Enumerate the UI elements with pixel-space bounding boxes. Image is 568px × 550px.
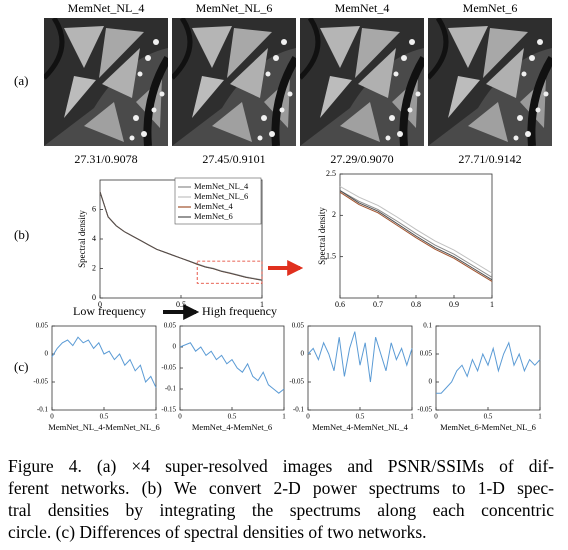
y-tick-label: 0 xyxy=(45,350,49,358)
image-title: MemNet_4 xyxy=(335,1,390,15)
caption-line: circle. (c) Differences of spectral dens… xyxy=(8,522,427,542)
x-tick-label: 0 xyxy=(178,413,182,421)
y-tick-label: 0 xyxy=(301,350,305,358)
plot-frame xyxy=(51,325,157,411)
y-tick-label: 2.5 xyxy=(326,169,336,178)
y-tick-label: 0.1 xyxy=(423,322,432,330)
y-tick-label: 1.5 xyxy=(326,251,336,260)
x-tick-label: 1 xyxy=(490,300,494,309)
caption-line: Figure 4. (a) ×4 super-resolved images a… xyxy=(8,456,554,476)
image-title: MemNet_6 xyxy=(463,1,518,15)
x-tick-label: 1 xyxy=(282,413,286,421)
x-axis-label: MemNet_6-MemNet_NL_6 xyxy=(440,422,536,432)
legend-box xyxy=(174,177,262,225)
image-score: 27.71/0.9142 xyxy=(458,152,521,166)
x-axis-label: MemNet_4-MemNet_NL_4 xyxy=(312,422,409,432)
x-tick-label: 0.5 xyxy=(100,413,109,421)
butterfly-image xyxy=(428,18,552,146)
series-line xyxy=(339,190,493,278)
legend-label: MemNet_NL_4 xyxy=(194,181,249,191)
x-tick-label: 0.5 xyxy=(356,413,365,421)
legend-label: MemNet_4 xyxy=(194,201,233,211)
y-tick-label: 0 xyxy=(173,343,177,351)
y-tick-label: 0 xyxy=(429,378,433,386)
plot-frame xyxy=(307,325,413,411)
y-tick-label: -0.15 xyxy=(161,406,176,414)
x-tick-label: 0.5 xyxy=(228,413,237,421)
high-frequency-label: High frequency xyxy=(202,304,277,318)
x-tick-label: 1 xyxy=(260,300,264,309)
y-tick-label: 2 xyxy=(332,210,336,219)
panel-label: (b) xyxy=(14,227,29,242)
y-tick-label: 0.05 xyxy=(164,322,177,330)
image-score: 27.45/0.9101 xyxy=(202,152,265,166)
x-tick-label: 0.5 xyxy=(176,300,186,309)
y-tick-label: 0 xyxy=(92,293,96,302)
image-score: 27.29/0.9070 xyxy=(330,152,393,166)
y-tick-label: -0.05 xyxy=(33,378,48,386)
y-axis-label: Spectral density xyxy=(77,210,87,268)
y-axis-label: Spectral density xyxy=(317,207,327,265)
y-tick-label: 0.05 xyxy=(420,350,433,358)
figure-graphics: (a) (b) (c) Low frequency High frequency… xyxy=(14,1,568,432)
plot-frame xyxy=(435,325,541,411)
y-tick-label: -0.1 xyxy=(165,385,177,393)
x-axis-label: MemNet_4-MemNet_6 xyxy=(192,422,272,432)
legend-label: MemNet_NL_6 xyxy=(194,191,248,201)
plot-frame xyxy=(179,325,285,411)
butterfly-image xyxy=(44,18,168,146)
series-line xyxy=(339,190,493,281)
y-tick-label: 2 xyxy=(92,263,96,272)
y-tick-label: -0.05 xyxy=(161,364,176,372)
series-line xyxy=(436,341,541,394)
x-tick-label: 0.8 xyxy=(411,300,421,309)
series-line xyxy=(339,185,493,274)
series-line xyxy=(179,342,285,394)
x-tick-label: 1 xyxy=(154,413,158,421)
panel-label: (a) xyxy=(14,73,28,88)
x-tick-label: 0.6 xyxy=(335,300,345,309)
x-axis-label: MemNet_NL_4-MemNet_NL_6 xyxy=(48,422,159,432)
y-tick-label: -0.05 xyxy=(417,406,432,414)
y-tick-label: 0.05 xyxy=(36,322,49,330)
y-tick-label: 4 xyxy=(92,234,96,243)
x-tick-label: 1 xyxy=(410,413,414,421)
series-line xyxy=(339,191,493,282)
butterfly-image xyxy=(172,18,296,146)
butterfly-image xyxy=(300,18,424,146)
y-tick-label: 0.05 xyxy=(292,322,305,330)
y-tick-label: -0.05 xyxy=(289,378,304,386)
series-line xyxy=(99,191,263,281)
image-title: MemNet_NL_6 xyxy=(196,1,273,15)
image-score: 27.31/0.9078 xyxy=(74,152,137,166)
x-tick-label: 0 xyxy=(306,413,310,421)
series-line xyxy=(307,331,413,383)
x-tick-label: 0.9 xyxy=(449,300,459,309)
legend-label: MemNet_6 xyxy=(194,211,233,221)
x-tick-label: 0.7 xyxy=(373,300,383,309)
x-tick-label: 1 xyxy=(538,413,542,421)
x-tick-label: 0 xyxy=(50,413,54,421)
caption-line: tral densities by integrating the spectr… xyxy=(8,500,554,520)
y-tick-label: -0.1 xyxy=(293,406,305,414)
zoom-region xyxy=(196,260,263,284)
x-tick-label: 0 xyxy=(98,300,102,309)
x-tick-label: 0 xyxy=(434,413,438,421)
panel-label: (c) xyxy=(14,359,28,374)
image-title: MemNet_NL_4 xyxy=(68,1,145,15)
caption-line: ferent networks. (b) We convert 2-D powe… xyxy=(8,478,554,498)
y-tick-label: 6 xyxy=(92,204,96,213)
series-line xyxy=(51,336,157,388)
x-tick-label: 0.5 xyxy=(484,413,493,421)
y-tick-label: -0.1 xyxy=(37,406,49,414)
low-frequency-label: Low frequency xyxy=(73,304,146,318)
